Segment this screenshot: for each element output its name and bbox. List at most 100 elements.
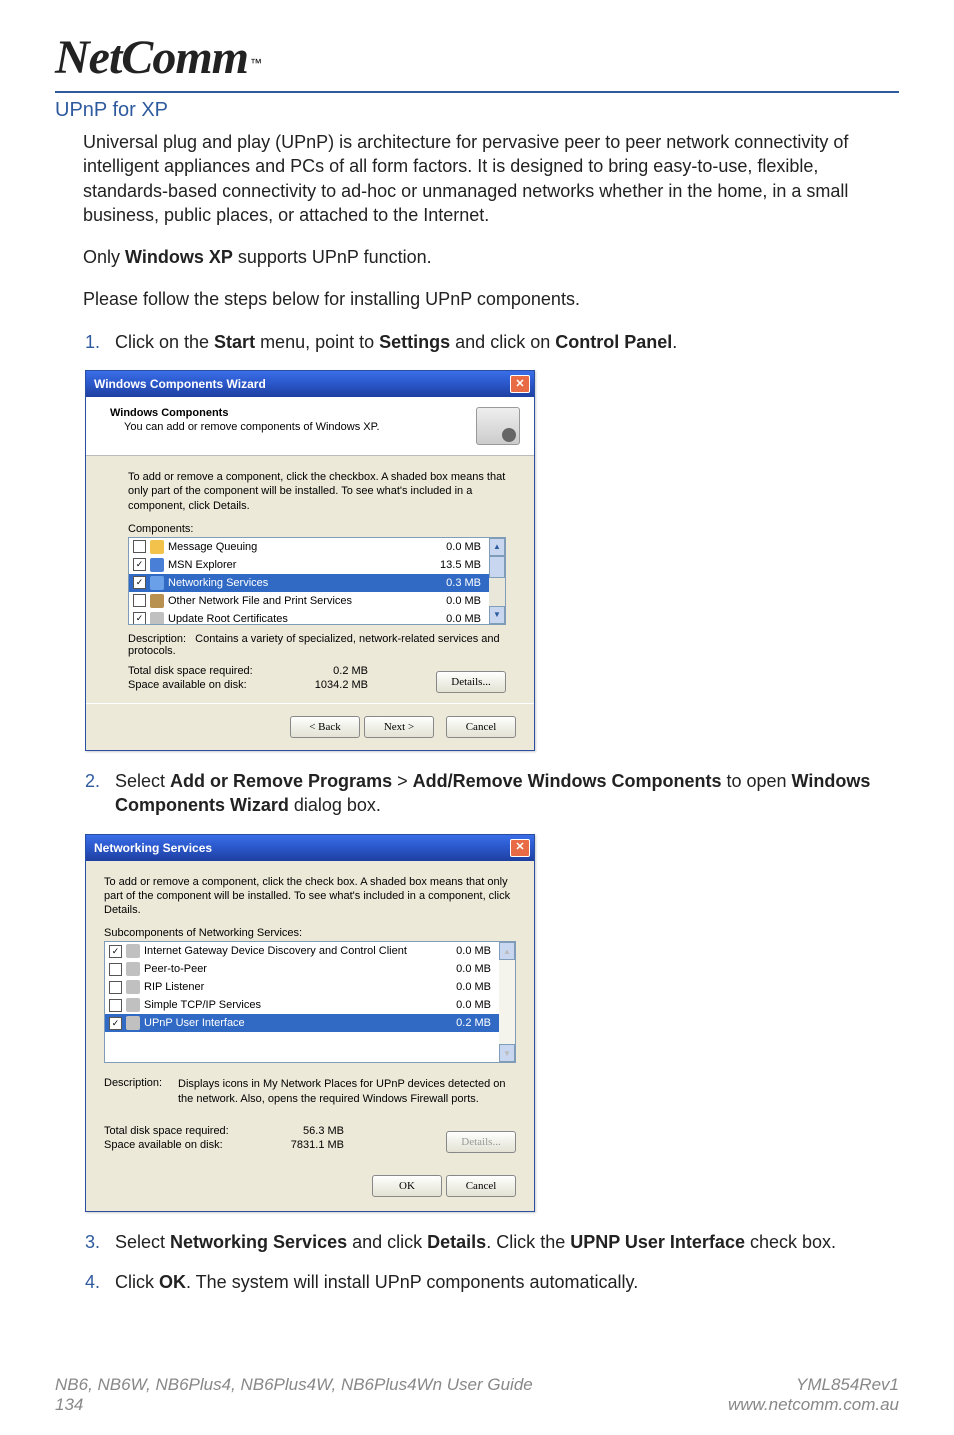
next-button[interactable]: Next > xyxy=(364,716,434,738)
intro-paragraph: Universal plug and play (UPnP) is archit… xyxy=(83,130,899,227)
disk-info: Total disk space required: Space availab… xyxy=(128,665,368,693)
checkbox[interactable] xyxy=(109,1017,122,1030)
note-suffix: supports UPnP function. xyxy=(233,247,432,267)
list-item[interactable]: Internet Gateway Device Discovery and Co… xyxy=(105,942,499,960)
subcomponents-label: Subcomponents of Networking Services: xyxy=(104,927,516,939)
component-size: 0.0 MB xyxy=(437,963,495,975)
list-item[interactable]: Networking Services0.3 MB xyxy=(129,574,489,592)
component-icon xyxy=(150,612,164,625)
subcomponents-list[interactable]: Internet Gateway Device Discovery and Co… xyxy=(104,941,516,1063)
follow-paragraph: Please follow the steps below for instal… xyxy=(83,287,899,311)
step-4: 4. Click OK. The system will install UPn… xyxy=(85,1270,899,1294)
footer-page-number: 134 xyxy=(55,1395,533,1415)
checkbox[interactable] xyxy=(133,612,146,625)
step-text: Select Networking Services and click Det… xyxy=(115,1230,836,1254)
list-item[interactable]: Update Root Certificates0.0 MB xyxy=(129,610,489,625)
wizard-header: Windows Components You can add or remove… xyxy=(86,397,534,456)
component-size: 13.5 MB xyxy=(427,559,485,571)
component-label: Simple TCP/IP Services xyxy=(144,999,437,1011)
component-size: 0.0 MB xyxy=(437,999,495,1011)
ns-instruction: To add or remove a component, click the … xyxy=(104,875,516,918)
list-item[interactable]: Other Network File and Print Services0.0… xyxy=(129,592,489,610)
details-button[interactable]: Details... xyxy=(436,671,506,693)
checkbox[interactable] xyxy=(109,945,122,958)
scrollbar[interactable]: ▲ ▼ xyxy=(489,538,505,624)
wizard-header-title: Windows Components xyxy=(110,407,470,419)
checkbox[interactable] xyxy=(109,981,122,994)
ns-titlebar[interactable]: Networking Services ✕ xyxy=(86,835,534,861)
component-size: 0.0 MB xyxy=(437,945,495,957)
scroll-up-icon[interactable]: ▲ xyxy=(489,538,505,556)
list-item[interactable]: Message Queuing0.0 MB xyxy=(129,538,489,556)
component-label: Message Queuing xyxy=(168,541,427,553)
cancel-button[interactable]: Cancel xyxy=(446,1175,516,1197)
component-icon xyxy=(126,998,140,1012)
footer-rev: YML854Rev1 xyxy=(728,1375,899,1395)
logo-tm: ™ xyxy=(250,56,262,70)
component-icon xyxy=(126,944,140,958)
component-size: 0.0 MB xyxy=(427,595,485,607)
checkbox[interactable] xyxy=(109,963,122,976)
checkbox[interactable] xyxy=(109,999,122,1012)
disk-req-value: 56.3 MB xyxy=(274,1125,344,1137)
component-size: 0.3 MB xyxy=(427,577,485,589)
details-button[interactable]: Details... xyxy=(446,1131,516,1153)
step-number: 1. xyxy=(85,330,115,354)
list-item[interactable]: MSN Explorer13.5 MB xyxy=(129,556,489,574)
checkbox[interactable] xyxy=(133,558,146,571)
back-button[interactable]: < Back xyxy=(290,716,360,738)
component-label: MSN Explorer xyxy=(168,559,427,571)
note-paragraph: Only Windows XP supports UPnP function. xyxy=(83,245,899,269)
component-size: 0.0 MB xyxy=(427,541,485,553)
component-icon xyxy=(126,962,140,976)
note-bold: Windows XP xyxy=(125,247,233,267)
note-prefix: Only xyxy=(83,247,125,267)
list-item[interactable]: Peer-to-Peer0.0 MB xyxy=(105,960,499,978)
checkbox[interactable] xyxy=(133,576,146,589)
component-icon xyxy=(150,594,164,608)
footer-url: www.netcomm.com.au xyxy=(728,1395,899,1415)
components-list[interactable]: Message Queuing0.0 MBMSN Explorer13.5 MB… xyxy=(128,537,506,625)
component-label: Other Network File and Print Services xyxy=(168,595,427,607)
footer-guide: NB6, NB6W, NB6Plus4, NB6Plus4W, NB6Plus4… xyxy=(55,1375,533,1395)
step-number: 4. xyxy=(85,1270,115,1294)
disk-info: Total disk space required: Space availab… xyxy=(104,1125,344,1153)
networking-services-dialog: Networking Services ✕ To add or remove a… xyxy=(85,834,535,1213)
wizard-dialog: Windows Components Wizard ✕ Windows Comp… xyxy=(85,370,535,751)
disk-avail-value: 1034.2 MB xyxy=(298,679,368,691)
close-icon[interactable]: ✕ xyxy=(510,839,530,857)
component-icon xyxy=(150,558,164,572)
disk-avail-label: Space available on disk: xyxy=(104,1139,274,1151)
wizard-title: Windows Components Wizard xyxy=(94,377,266,391)
checkbox[interactable] xyxy=(133,594,146,607)
disk-avail-value: 7831.1 MB xyxy=(274,1139,344,1151)
component-label: UPnP User Interface xyxy=(144,1017,437,1029)
component-icon xyxy=(126,1016,140,1030)
checkbox[interactable] xyxy=(133,540,146,553)
scroll-down-icon[interactable]: ▼ xyxy=(489,606,505,624)
ns-footer: OK Cancel xyxy=(86,1167,534,1211)
scroll-up-icon[interactable]: ▲ xyxy=(499,942,515,960)
component-size: 0.0 MB xyxy=(437,981,495,993)
scroll-down-icon[interactable]: ▼ xyxy=(499,1044,515,1062)
component-label: Networking Services xyxy=(168,577,427,589)
description-label: Description: xyxy=(128,633,186,645)
component-icon xyxy=(150,576,164,590)
component-label: RIP Listener xyxy=(144,981,437,993)
logo: NetComm™ xyxy=(55,30,899,85)
ok-button[interactable]: OK xyxy=(372,1175,442,1197)
wizard-titlebar[interactable]: Windows Components Wizard ✕ xyxy=(86,371,534,397)
component-icon xyxy=(150,540,164,554)
scroll-thumb[interactable] xyxy=(489,556,505,578)
cd-icon xyxy=(476,407,520,445)
disk-req-value: 0.2 MB xyxy=(298,665,368,677)
close-icon[interactable]: ✕ xyxy=(510,375,530,393)
component-size: 0.2 MB xyxy=(437,1017,495,1029)
scrollbar[interactable]: ▲ ▼ xyxy=(499,942,515,1062)
list-item[interactable]: Simple TCP/IP Services0.0 MB xyxy=(105,996,499,1014)
ns-title: Networking Services xyxy=(94,841,212,855)
list-item[interactable]: RIP Listener0.0 MB xyxy=(105,978,499,996)
cancel-button[interactable]: Cancel xyxy=(446,716,516,738)
list-item[interactable]: UPnP User Interface0.2 MB xyxy=(105,1014,499,1032)
component-label: Update Root Certificates xyxy=(168,613,427,625)
